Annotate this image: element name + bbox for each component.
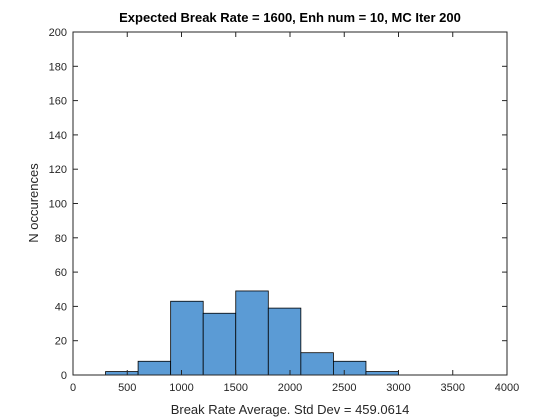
histogram-bar bbox=[105, 371, 139, 376]
y-tick-label: 100 bbox=[49, 199, 67, 211]
y-tick-label: 140 bbox=[49, 130, 67, 142]
histogram-bar bbox=[170, 300, 204, 376]
x-tick-label: 2000 bbox=[278, 382, 302, 394]
histogram-bar bbox=[202, 312, 237, 376]
chart-title: Expected Break Rate = 1600, Enh num = 10… bbox=[119, 10, 461, 25]
x-tick-label: 3500 bbox=[441, 382, 465, 394]
histogram-bar bbox=[300, 352, 334, 376]
histogram-bar bbox=[235, 290, 269, 376]
x-tick-label: 1500 bbox=[224, 382, 248, 394]
y-tick-label: 60 bbox=[55, 267, 67, 279]
bars-group bbox=[105, 290, 399, 376]
ticks-group: 0 500 1000 1500 2000 2500 3000 3500 4000 0 20 40 60 8… bbox=[49, 27, 520, 394]
histogram-bar bbox=[137, 360, 172, 376]
y-tick-label: 180 bbox=[49, 61, 67, 73]
x-axis-label: Break Rate Average. Std Dev = 459.0614 bbox=[171, 402, 410, 417]
y-tick-label: 200 bbox=[49, 27, 67, 39]
histogram-bar bbox=[332, 360, 367, 376]
y-axis-label: N occurences bbox=[26, 163, 41, 243]
y-tick-label: 80 bbox=[55, 233, 67, 245]
y-tick-label: 40 bbox=[55, 301, 67, 313]
y-tick-label: 160 bbox=[49, 96, 67, 108]
histogram-bar bbox=[267, 307, 302, 376]
x-tick-label: 2500 bbox=[332, 382, 356, 394]
y-tick-label: 120 bbox=[49, 164, 67, 176]
histogram-bar bbox=[365, 371, 399, 376]
x-tick-label: 1000 bbox=[169, 382, 193, 394]
x-tick-label: 0 bbox=[70, 382, 76, 394]
x-tick-label: 500 bbox=[118, 382, 136, 394]
y-tick-label: 0 bbox=[61, 370, 67, 382]
x-tick-label: 4000 bbox=[495, 382, 519, 394]
y-tick-label: 20 bbox=[55, 336, 67, 348]
x-tick-label: 3000 bbox=[386, 382, 410, 394]
